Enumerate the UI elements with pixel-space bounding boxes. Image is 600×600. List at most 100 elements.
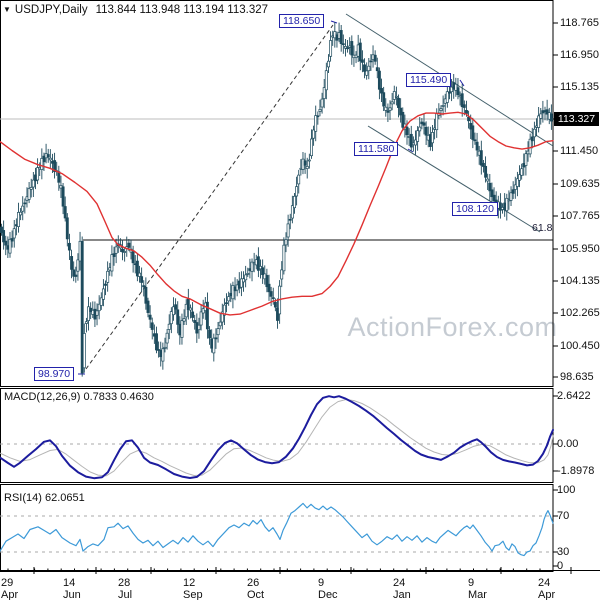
candle-down [316,115,320,118]
candle-down [265,275,269,288]
candle-down [399,107,403,116]
annotation-peak-118650[interactable]: 118.650 [279,14,325,28]
candle-up [227,296,231,302]
candle-down [269,291,273,297]
macd-main-line [0,395,554,480]
candle-down [488,182,492,192]
date-axis-label: 12 Sep 2016 [183,577,203,600]
candle-down [205,301,209,330]
candle-down [214,337,218,340]
candle-up [21,205,25,212]
candle-down [462,104,466,108]
candle-down [479,150,483,166]
candle-down [70,256,74,270]
rsi-axis-label: 70 [557,510,570,522]
candle-down [225,302,228,305]
candle-down [397,97,400,108]
candle-up [76,259,80,272]
candle-up [384,106,388,111]
candle-up [486,178,490,182]
rsi-axis-label: 0 [557,560,564,572]
candle-up [520,168,524,176]
candle-up [515,178,519,187]
candle-down [498,202,502,211]
date-axis-label: 24 Apr 2017 [538,577,556,600]
candle-up [392,91,396,100]
candle-up [216,328,220,336]
symbol-dropdown-arrow[interactable]: ▼ [3,5,11,14]
macd-indicator-label: MACD(12,26,9) 0.7833 0.4630 [4,391,154,403]
candle-up [327,60,330,68]
candle-down [74,274,78,277]
annotation-pointer-1 [459,79,465,87]
candle-up [518,174,521,181]
candle-up [305,166,309,169]
candle-up [454,83,458,91]
candle-down [530,136,534,142]
candle-down [65,217,69,240]
candle-down [481,162,485,167]
candle-up [435,113,439,131]
candle-down [465,110,468,114]
candle-down [409,133,413,148]
candle-up [293,195,296,209]
candle-up [36,167,40,181]
candle-up [182,318,186,322]
candle-down [80,240,84,374]
candle-down [448,91,451,94]
candle-up [114,246,118,254]
macd-signal-line [0,399,554,477]
annotation-low-108120[interactable]: 108.120 [452,202,498,216]
candle-up [314,115,318,132]
candle-up [343,46,347,49]
candle-up [169,311,173,325]
candle-down [146,300,150,313]
candle-down [473,139,477,142]
candle-down [46,154,50,158]
price-axis-label: 100.450 [560,340,600,352]
price-axis-label: 115.135 [560,81,599,93]
candle-up [280,269,284,280]
candle-down [456,87,460,96]
annotation-channel-115490[interactable]: 115.490 [406,73,452,87]
candle-up [17,212,20,227]
candle-up [48,157,52,161]
candle-down [549,113,553,122]
candle-down [484,165,488,178]
candle-down [360,59,364,63]
candle-up [29,187,33,190]
candle-up [365,70,369,76]
candle-up [40,158,44,170]
candle-up [87,306,90,321]
annotation-low-111580[interactable]: 111.580 [354,142,399,156]
candle-down [23,202,27,205]
candle-down [208,329,212,339]
watermark: ActionForex.com [347,312,558,342]
candle-up [138,272,141,277]
candle-down [288,218,292,221]
candle-up [95,310,99,316]
candle-up [27,188,31,200]
price-axis-label: 111.450 [560,145,599,157]
candle-down [382,92,386,107]
macd-axis-label: -1.8978 [557,465,595,477]
candle-down [176,309,180,325]
candle-down [358,42,362,62]
candle-down [61,186,65,207]
macd-axis-label: 2.6422 [557,390,591,402]
annotation-brexit-98970[interactable]: 98.970 [34,367,75,381]
candle-down [256,256,260,271]
candle-up [231,285,235,300]
candle-down [63,206,67,219]
annotation-pointer-0 [330,20,338,24]
candle-down [341,43,345,46]
candle-up [282,244,286,272]
candle-up [199,311,203,326]
candle-down [267,283,271,293]
candle-down [380,88,383,94]
candle-down [135,260,139,277]
candle-up [439,108,443,111]
candle-down [401,111,405,128]
